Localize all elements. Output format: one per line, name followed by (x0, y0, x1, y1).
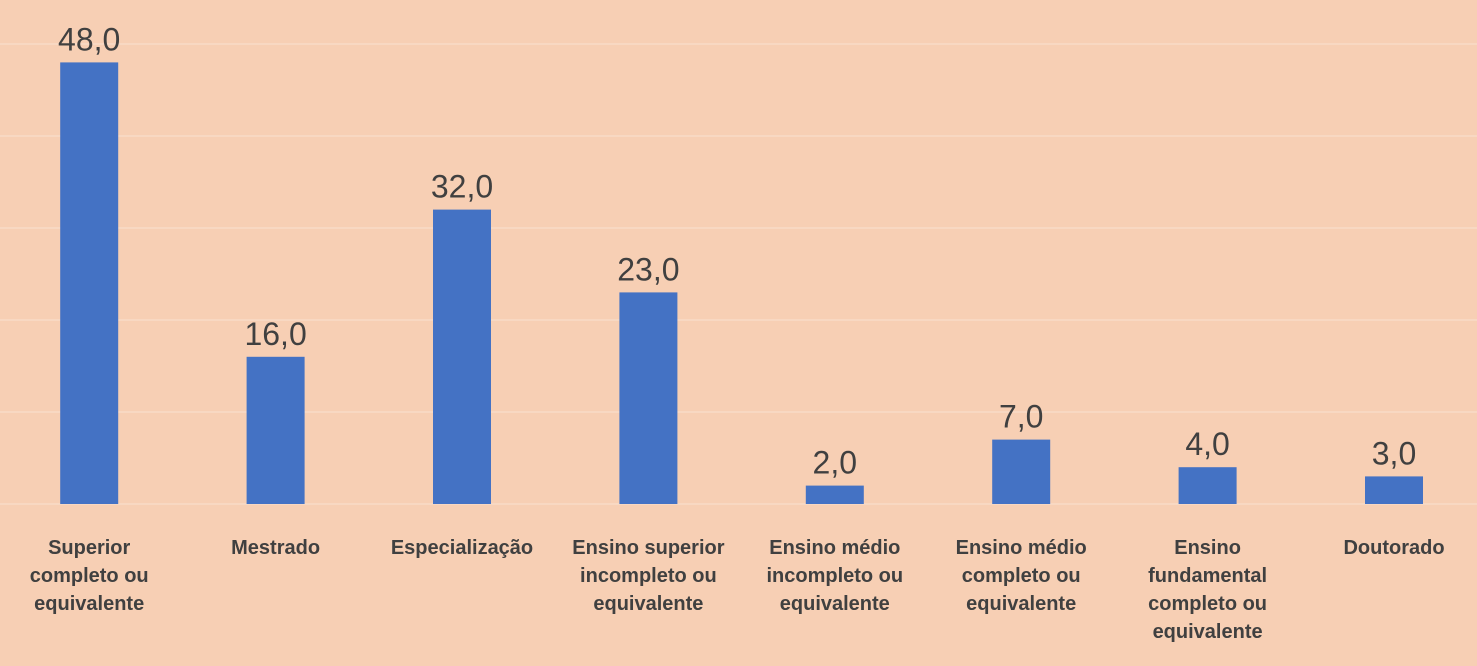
bar (246, 356, 305, 504)
x-tick-label: Doutorado (1343, 537, 1445, 559)
data-label: 4,0 (1185, 426, 1229, 462)
x-tick-label: Superior completo ou equivalente (29, 537, 149, 615)
bar (805, 485, 864, 504)
x-tick-label: Ensino superior incompleto ou equivalent… (572, 537, 725, 615)
x-tick-label: Especialização (390, 537, 534, 559)
bar (619, 292, 678, 504)
bar (1365, 476, 1423, 504)
bar (992, 439, 1051, 504)
data-label: 23,0 (617, 251, 679, 287)
bar (433, 209, 491, 504)
data-label: 48,0 (58, 21, 120, 57)
x-tick-label: Ensino fundamental completo ou equivalen… (1148, 537, 1268, 643)
data-label: 16,0 (244, 316, 306, 352)
data-label: 2,0 (813, 445, 857, 481)
data-label: 7,0 (999, 399, 1043, 435)
data-label: 3,0 (1372, 435, 1416, 471)
x-tick-label: Ensino médio incompleto ou equivalente (766, 537, 904, 615)
x-tick-label: Ensino médio completo ou equivalente (955, 537, 1087, 615)
data-label: 32,0 (431, 169, 493, 205)
x-tick-label: Mestrado (231, 537, 321, 559)
bar (1178, 467, 1237, 504)
bar (60, 62, 119, 505)
